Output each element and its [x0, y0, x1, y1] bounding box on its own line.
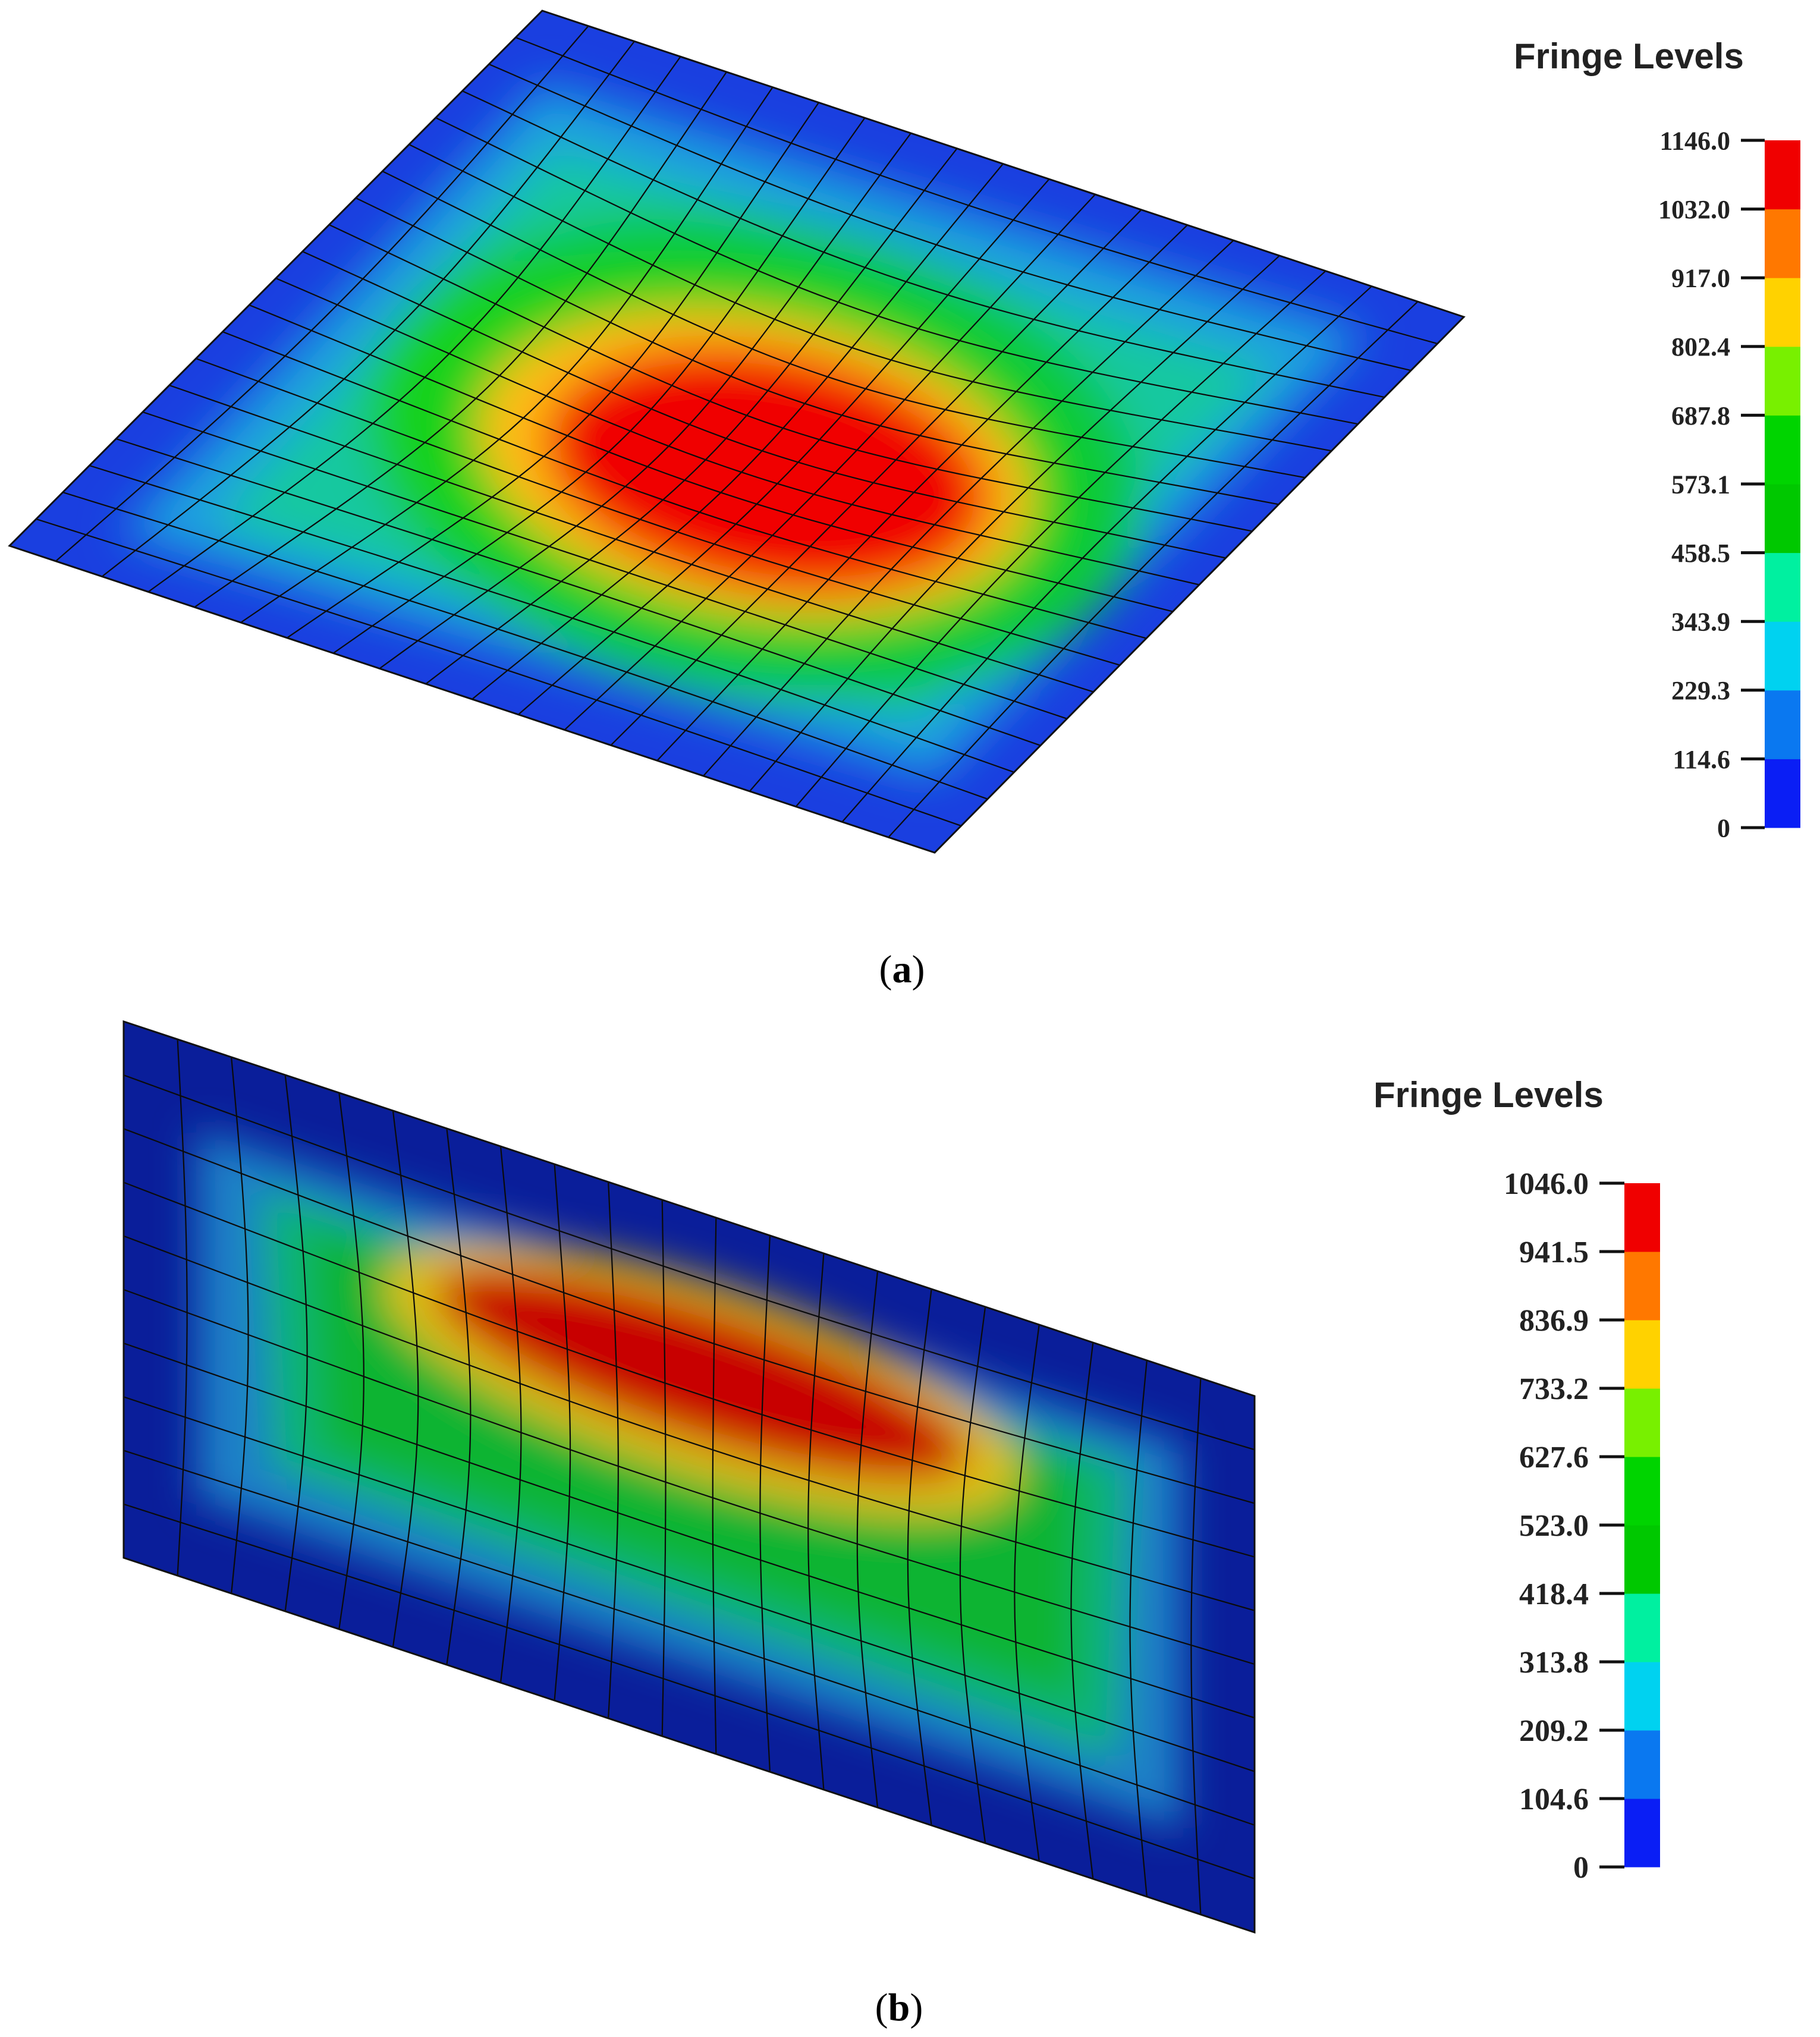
mesh-line: [124, 1128, 1255, 1504]
legend-tick-label: 1032.0: [1658, 195, 1730, 224]
legend-tick-label: 104.6: [1519, 1783, 1589, 1816]
legend-band: [1765, 484, 1800, 554]
mesh-line: [435, 117, 1359, 425]
mesh-line: [462, 90, 1385, 398]
legend-band: [1624, 1252, 1660, 1321]
legend-tick-label: 458.5: [1671, 539, 1730, 568]
legend-tick-label: 733.2: [1519, 1372, 1589, 1406]
mesh-line: [222, 331, 1147, 639]
legend-band: [1624, 1799, 1660, 1868]
legend-band: [1624, 1183, 1660, 1252]
legend-tick-label: 802.4: [1671, 332, 1730, 361]
mesh-line: [124, 1343, 1255, 1719]
legend-band: [1624, 1388, 1660, 1457]
mesh-line: [329, 224, 1253, 532]
mesh-line: [89, 464, 1014, 773]
mesh-grid-a: [10, 11, 1464, 853]
fringe-legend-b: Fringe Levels 0 104.6 209.2 313.8 418.4 523.0…: [1373, 1075, 1660, 1885]
contour-plate-a: [8, 10, 1466, 854]
mesh-line: [124, 1396, 1255, 1772]
mesh-line: [115, 438, 1041, 746]
mesh-line: [36, 518, 961, 826]
legend-band: [1624, 1662, 1660, 1731]
legend-band: [1765, 278, 1800, 347]
mesh-line: [124, 1074, 1255, 1451]
caption-a: (a): [879, 948, 925, 991]
legend-band: [1765, 690, 1800, 759]
caption-b-letter: b: [888, 1986, 910, 2029]
mesh-line: [302, 250, 1226, 559]
legend-title-a: Fringe Levels: [1514, 36, 1744, 76]
legend-tick-label: 0: [1717, 813, 1730, 843]
legend-tick-label: 0: [1573, 1851, 1589, 1885]
mesh-line: [355, 197, 1279, 505]
legend-band: [1624, 1457, 1660, 1526]
mesh-line: [142, 411, 1067, 719]
mesh-line: [515, 36, 1438, 345]
legend-band: [1765, 759, 1800, 828]
mesh-line: [488, 63, 1412, 372]
legend-tick-label: 313.8: [1519, 1646, 1589, 1680]
mesh-line: [408, 144, 1332, 452]
legend-tick-label: 1046.0: [1504, 1167, 1589, 1201]
svg-text:(b): (b): [875, 1986, 923, 2029]
legend-tick-label: 418.4: [1519, 1577, 1589, 1611]
legend-tick-label: 573.1: [1671, 470, 1730, 499]
caption-b: (b): [875, 1986, 923, 2029]
legend-tick-label: 343.9: [1671, 608, 1730, 637]
caption-a-letter: a: [892, 948, 912, 991]
fringe-legend-a: Fringe Levels 0 114.6 229.3 343.9 458.5 573.1…: [1514, 36, 1800, 843]
legend-tick-label: 917.0: [1671, 264, 1730, 293]
legend-band: [1765, 621, 1800, 691]
legend-band: [1765, 346, 1800, 416]
legend-tick-label: 941.5: [1519, 1236, 1589, 1269]
mesh-line: [62, 491, 988, 800]
mesh-line: [124, 1288, 1255, 1665]
mesh-line: [196, 357, 1120, 666]
legend-band: [1624, 1525, 1660, 1594]
legend-tick-label: 836.9: [1519, 1304, 1589, 1338]
mesh-line: [169, 384, 1094, 693]
mesh-line: [124, 1235, 1255, 1611]
legend-band: [1624, 1320, 1660, 1389]
legend-band: [1765, 209, 1800, 278]
legend-band: [1765, 140, 1800, 210]
legend-tick-label: 687.8: [1671, 401, 1730, 430]
mesh-line: [275, 277, 1200, 586]
contour-plate-b: [122, 1020, 1256, 1934]
legend-band: [1624, 1593, 1660, 1662]
mesh-line: [124, 1181, 1255, 1558]
legend-tick-label: 229.3: [1671, 676, 1730, 705]
legend-band: [1765, 415, 1800, 485]
legend-title-b: Fringe Levels: [1373, 1075, 1604, 1115]
legend-tick-label: 1146.0: [1659, 126, 1730, 155]
mesh-line: [249, 304, 1173, 612]
legend-tick-label: 114.6: [1673, 745, 1730, 774]
svg-text:(a): (a): [879, 948, 925, 991]
legend-tick-label: 523.0: [1519, 1509, 1589, 1543]
legend-tick-label: 627.6: [1519, 1441, 1589, 1475]
mesh-line: [124, 1450, 1255, 1826]
mesh-line: [124, 1503, 1255, 1879]
legend-band: [1624, 1730, 1660, 1799]
mesh-line: [382, 171, 1306, 479]
legend-tick-label: 209.2: [1519, 1714, 1589, 1748]
legend-band: [1765, 552, 1800, 622]
